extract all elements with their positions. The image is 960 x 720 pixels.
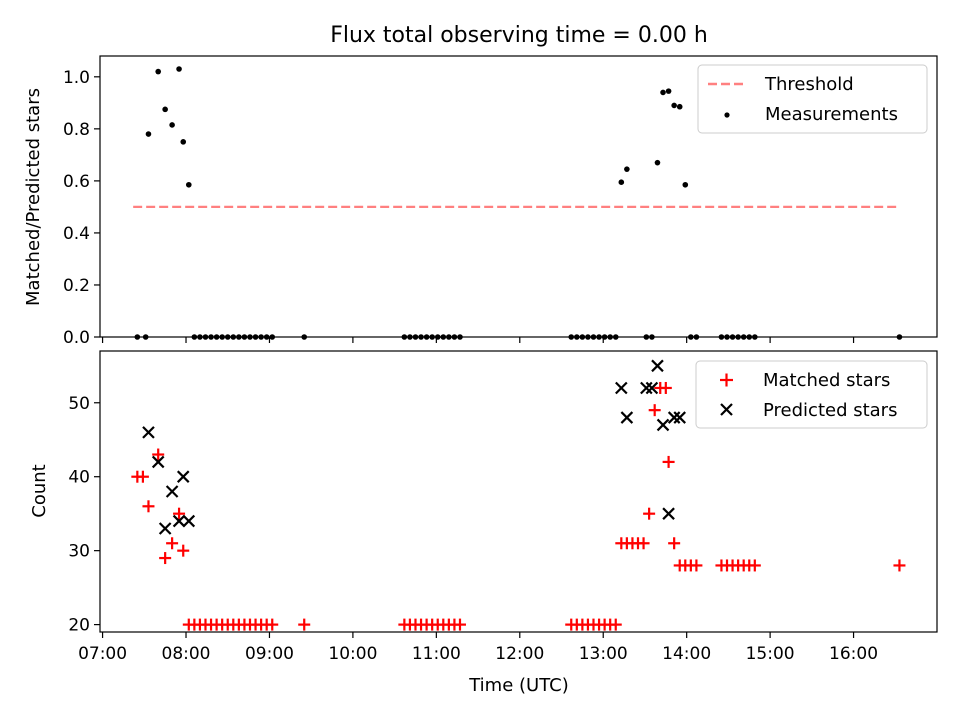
matched-star-point [266, 618, 279, 631]
predicted-star-point [176, 470, 190, 483]
matched-star-point [659, 381, 672, 394]
matched-star-point [142, 500, 155, 513]
measurement-point [618, 179, 625, 185]
count-y-tick-label: 50 [68, 394, 90, 414]
count-x-tick-label: 10:00 [328, 644, 377, 664]
measurement-point [682, 181, 689, 188]
ratio-legend-box [697, 64, 928, 134]
count-x-tick-label: 13:00 [579, 644, 628, 664]
measurements-legend-label: Measurements [765, 104, 898, 125]
predicted-star-point [645, 381, 659, 395]
ratio-y-tick-label: 0.4 [63, 224, 90, 244]
count-y-tick-label: 30 [68, 542, 90, 562]
ratio-y-tick-label: 0.6 [63, 172, 90, 192]
predicted-star-point [640, 381, 653, 395]
predicted-star-point [662, 507, 675, 520]
measurement-point [185, 181, 192, 188]
count-y-axis-label: Count [29, 464, 50, 517]
figure-title: Flux total observing time = 0.00 h [330, 23, 708, 48]
matched-star-point [648, 404, 661, 417]
count-x-tick-label: 09:00 [245, 644, 294, 664]
ratio-y-axis: 0.0 0.2 0.4 0.6 0.8 1.0 [63, 68, 100, 348]
count-legend-box [695, 360, 928, 429]
matched-star-point [136, 470, 149, 483]
count-y-axis: 20 30 40 50 [68, 394, 100, 636]
ratio-plot-frame [99, 55, 938, 338]
matched-star-point [173, 507, 186, 520]
predicted-star-point [151, 455, 165, 469]
ratio-y-tick-label: 1.0 [63, 68, 90, 88]
count-x-tick-label: 11:00 [412, 644, 461, 664]
predicted-star-point [656, 418, 670, 432]
matched-star-point [152, 448, 165, 461]
measurement-point [676, 103, 683, 110]
predicted-star-point [667, 411, 681, 424]
measurement-point [155, 68, 162, 75]
matched-star-point [166, 537, 179, 550]
measurement-point [162, 106, 168, 113]
predicted-legend-label: Predicted stars [763, 400, 897, 421]
matched-legend-marker [720, 373, 733, 387]
count-x-tick-label: 16:00 [829, 644, 878, 664]
ratio-y-tick-label: 0.2 [63, 276, 90, 296]
predicted-star-point [172, 514, 186, 528]
predicted-star-point [651, 359, 664, 373]
matched-star-point [298, 618, 311, 631]
matched-star-point [453, 618, 466, 631]
matched-star-point [690, 559, 703, 572]
matched-star-point [748, 559, 761, 572]
predicted-star-point [142, 426, 155, 439]
count-legend: Matched stars Predicted stars [695, 360, 928, 429]
measurement-point [654, 159, 661, 166]
predicted-star-point [615, 381, 628, 395]
ratio-x-axis [101, 337, 855, 343]
measurements-legend-marker [724, 112, 730, 118]
matched-star-point [668, 537, 681, 550]
predicted-legend-marker [720, 403, 733, 416]
ratio-y-tick-label: 0.0 [63, 328, 90, 348]
count-x-tick-label: 12:00 [495, 644, 544, 664]
ratio-panel: 0.0 0.2 0.4 0.6 0.8 1.0 Matched/Predicted sta… [23, 55, 938, 348]
matched-star-point [643, 507, 656, 520]
measurement-point [180, 139, 187, 145]
measurement-point [145, 131, 152, 137]
matched-legend-label: Matched stars [763, 370, 890, 391]
measurement-point [665, 88, 672, 94]
matched-star-point [893, 559, 906, 572]
measurement-point [660, 89, 666, 96]
count-plot-marks [131, 359, 906, 631]
ratio-legend: Threshold Measurements [697, 64, 928, 134]
count-x-axis-label: Time (UTC) [468, 675, 569, 696]
measurement-point [671, 102, 677, 109]
count-x-tick-label: 08:00 [162, 644, 211, 664]
count-y-tick-label: 40 [68, 468, 90, 488]
matched-star-point [637, 537, 650, 550]
ratio-y-axis-label: Matched/Predicted stars [23, 88, 44, 306]
measurement-point [624, 166, 630, 172]
count-x-tick-label: 15:00 [746, 644, 795, 664]
count-x-axis: 07:00 08:00 09:00 10:00 11:00 12:00 13:00 14:00… [78, 632, 878, 664]
count-y-tick-label: 20 [68, 616, 90, 636]
count-x-tick-label: 14:00 [662, 644, 711, 664]
predicted-star-point [165, 485, 179, 498]
measurement-point [169, 122, 175, 128]
ratio-y-tick-label: 0.8 [63, 120, 90, 140]
matched-star-point [159, 552, 172, 565]
measurement-point [176, 66, 182, 72]
predicted-star-point [158, 522, 172, 535]
matched-star-point [609, 618, 622, 631]
predicted-star-point [182, 514, 196, 528]
predicted-star-point [673, 411, 686, 424]
threshold-legend-label: Threshold [764, 74, 854, 95]
matched-star-point [662, 455, 675, 468]
matched-star-point [177, 544, 190, 557]
count-x-tick-label: 07:00 [78, 644, 127, 664]
count-plot-frame [99, 350, 938, 633]
count-panel: 20 30 40 50 07:00 08:00 09:00 10:00 11:00 12:00 1… [29, 350, 938, 696]
predicted-star-point [620, 411, 634, 424]
